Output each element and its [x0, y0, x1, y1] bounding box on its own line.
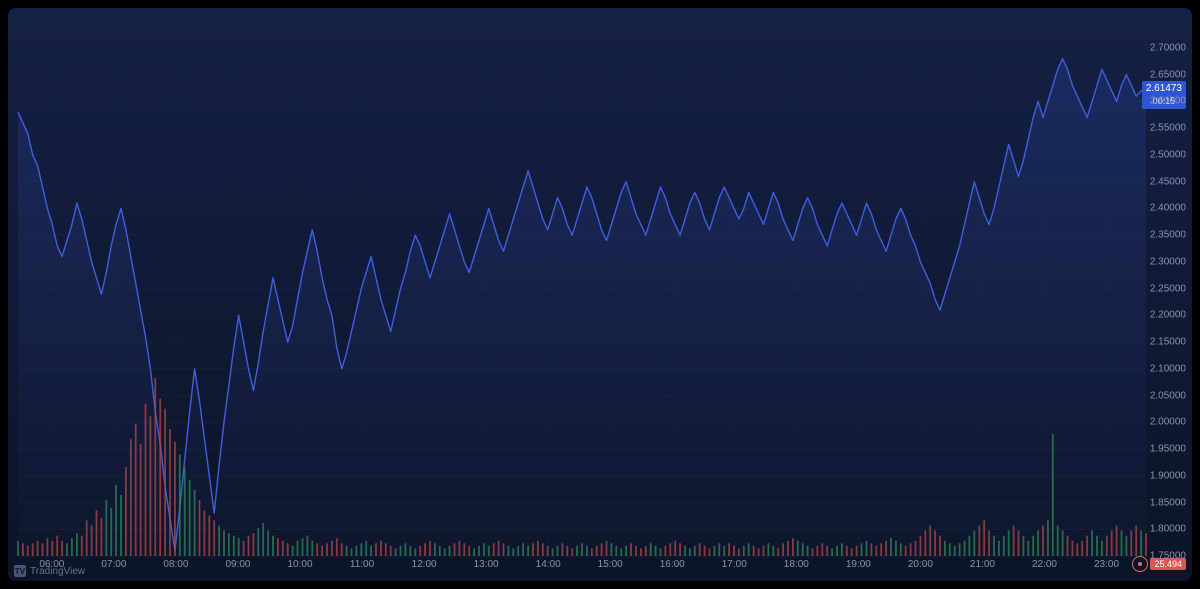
- y-axis-tick: 2.10000: [1150, 363, 1186, 374]
- y-axis-tick: 1.85000: [1150, 497, 1186, 508]
- x-axis-tick: 12:00: [412, 559, 437, 570]
- y-axis-tick: 2.55000: [1150, 123, 1186, 134]
- x-axis-tick: 13:00: [474, 559, 499, 570]
- x-axis-tick: 16:00: [660, 559, 685, 570]
- y-axis-tick: 2.15000: [1150, 337, 1186, 348]
- y-axis-tick: 2.00000: [1150, 417, 1186, 428]
- y-axis-tick: 2.40000: [1150, 203, 1186, 214]
- x-axis-tick: 19:00: [846, 559, 871, 570]
- x-axis-tick: 15:00: [598, 559, 623, 570]
- y-axis-tick: 1.80000: [1150, 524, 1186, 535]
- x-axis-tick: 09:00: [225, 559, 250, 570]
- tradingview-logo-icon: TV: [14, 565, 26, 577]
- y-axis-tick: 2.45000: [1150, 176, 1186, 187]
- x-axis-tick: 10:00: [287, 559, 312, 570]
- x-axis-tick: 21:00: [970, 559, 995, 570]
- x-axis-tick: 17:00: [722, 559, 747, 570]
- chart-container[interactable]: BeInCrypto1 published on TradingView.com…: [8, 8, 1192, 581]
- x-axis-tick: 22:00: [1032, 559, 1057, 570]
- x-axis-tick: 20:00: [908, 559, 933, 570]
- y-axis-tick: 1.95000: [1150, 444, 1186, 455]
- y-axis-tick: 1.90000: [1150, 470, 1186, 481]
- x-axis-tick: 07:00: [101, 559, 126, 570]
- y-axis-tick: 2.50000: [1150, 149, 1186, 160]
- y-axis-tick: 2.60000: [1150, 96, 1186, 107]
- y-axis-tick: 2.20000: [1150, 310, 1186, 321]
- price-chart-svg: [8, 8, 1192, 581]
- y-axis-tick: 1.75000: [1150, 551, 1186, 562]
- x-axis-tick: 18:00: [784, 559, 809, 570]
- y-axis-tick: 2.05000: [1150, 390, 1186, 401]
- y-axis-tick: 2.70000: [1150, 43, 1186, 54]
- x-axis-tick: 23:00: [1094, 559, 1119, 570]
- y-axis-tick: 2.65000: [1150, 69, 1186, 80]
- x-axis-tick: 08:00: [163, 559, 188, 570]
- x-axis-tick: 06:00: [39, 559, 64, 570]
- y-axis-tick: 2.35000: [1150, 230, 1186, 241]
- volume-visibility-icon[interactable]: [1132, 556, 1148, 572]
- price-flag-value: 2.61473: [1146, 83, 1182, 95]
- y-axis-tick: 2.30000: [1150, 256, 1186, 267]
- y-axis-tick: 2.25000: [1150, 283, 1186, 294]
- x-axis-tick: 14:00: [536, 559, 561, 570]
- x-axis-tick: 11:00: [350, 559, 374, 570]
